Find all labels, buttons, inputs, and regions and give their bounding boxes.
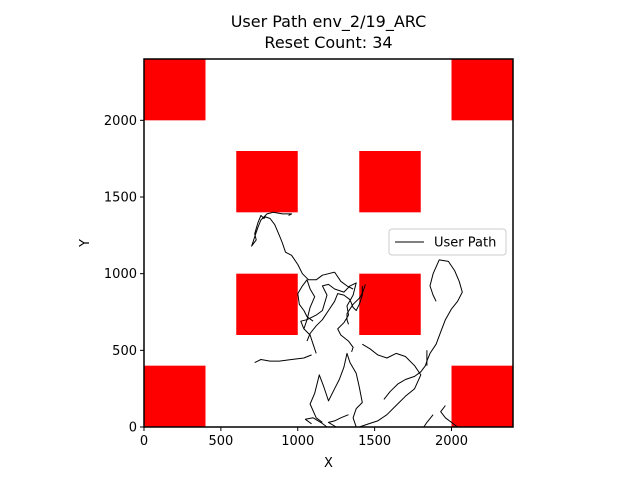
y-tick-label: 0 — [129, 421, 137, 436]
obstacle-7 — [451, 365, 513, 427]
plot-frame — [143, 58, 514, 428]
obstacle-3 — [359, 151, 421, 213]
user-path-layer — [251, 211, 463, 428]
legend-box — [388, 228, 507, 256]
user-path-segment-14 — [346, 284, 366, 325]
user-path-segment-13 — [423, 414, 434, 428]
user-path-segment-5 — [328, 414, 349, 428]
x-axis: 0 500 1000 1500 2000 — [140, 427, 468, 449]
legend: User Path — [388, 228, 507, 256]
y-tick-label: 1000 — [104, 267, 137, 282]
x-tick-label: 2000 — [435, 434, 468, 449]
user-path-segment-9 — [306, 285, 363, 342]
x-axis-label: X — [324, 456, 333, 471]
obstacle-2 — [236, 151, 298, 213]
chart-title-line-1: User Path env_2/19_ARC — [231, 12, 427, 32]
obstacle-layer — [144, 59, 513, 427]
x-tick-label: 500 — [208, 434, 233, 449]
user-path-segment-8 — [297, 279, 316, 330]
obstacle-1 — [451, 59, 513, 121]
x-tick-label: 1500 — [358, 434, 391, 449]
y-tick-label: 2000 — [104, 114, 137, 129]
x-tick-label: 1000 — [281, 434, 314, 449]
y-axis: 0 500 1000 1500 2000 — [104, 114, 144, 436]
chart-title-line-2: Reset Count: 34 — [264, 33, 392, 52]
user-path-segment-10 — [251, 211, 335, 281]
user-path-segment-3 — [309, 352, 363, 428]
user-path-segment-2 — [359, 343, 422, 428]
obstacle-0 — [144, 59, 206, 121]
y-tick-label: 500 — [112, 344, 137, 359]
user-path-segment-11 — [334, 271, 354, 290]
legend-label: User Path — [434, 236, 496, 251]
x-tick-label: 0 — [140, 434, 148, 449]
user-path-segment-6 — [300, 282, 357, 354]
obstacle-5 — [359, 273, 421, 335]
obstacle-6 — [144, 365, 206, 427]
y-tick-label: 1500 — [104, 191, 137, 206]
user-path-segment-4 — [304, 417, 328, 428]
y-axis-label: Y — [78, 239, 93, 248]
user-path-segment-1 — [383, 360, 428, 400]
user-path-segment-7 — [254, 354, 312, 364]
obstacle-4 — [236, 273, 298, 335]
user-path-segment-0 — [426, 259, 463, 362]
user-path-segment-12 — [440, 405, 458, 428]
